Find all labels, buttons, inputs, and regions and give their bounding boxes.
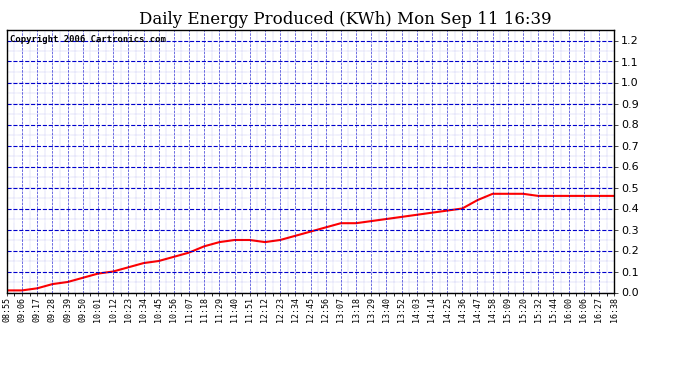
Text: Copyright 2006 Cartronics.com: Copyright 2006 Cartronics.com [10,35,166,44]
Text: Daily Energy Produced (KWh) Mon Sep 11 16:39: Daily Energy Produced (KWh) Mon Sep 11 1… [139,11,551,28]
